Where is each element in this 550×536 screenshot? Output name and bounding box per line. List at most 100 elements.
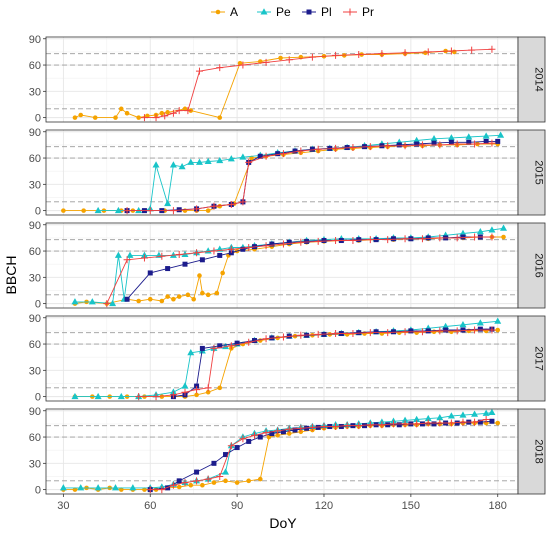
data-point <box>275 151 281 157</box>
data-point <box>210 344 218 352</box>
data-point <box>332 423 340 431</box>
data-point <box>205 389 211 395</box>
data-point <box>240 246 246 252</box>
data-point <box>194 469 200 475</box>
data-point <box>210 247 218 255</box>
data-point <box>482 132 490 139</box>
y-tick-label: 60 <box>29 153 41 165</box>
data-point <box>275 432 280 438</box>
data-point <box>349 144 357 152</box>
data-point <box>494 317 502 324</box>
data-point <box>315 424 321 430</box>
data-point <box>396 142 402 148</box>
data-point <box>314 145 322 153</box>
data-point <box>181 382 189 389</box>
data-point <box>338 424 344 430</box>
data-point <box>171 296 176 302</box>
data-point <box>124 296 130 302</box>
facet-strip <box>517 222 546 309</box>
y-tick-label: 0 <box>35 299 41 311</box>
data-point <box>191 296 196 302</box>
data-point <box>343 422 351 430</box>
series-pr <box>135 326 496 401</box>
panel-2016: 0 30 60 90 2016 <box>29 220 546 311</box>
data-point <box>123 207 131 215</box>
data-point <box>194 383 200 389</box>
data-point <box>356 330 362 336</box>
series-pr <box>103 233 496 308</box>
data-point <box>401 328 409 336</box>
data-point <box>152 393 160 401</box>
data-point <box>114 206 122 214</box>
y-tick-label: 30 <box>29 86 41 98</box>
data-point <box>169 161 177 168</box>
y-tick-label: 90 <box>29 127 41 139</box>
data-point <box>188 482 194 488</box>
data-point <box>297 331 305 339</box>
x-tick-label: 180 <box>489 500 507 512</box>
data-point <box>280 429 286 435</box>
data-point <box>223 478 228 484</box>
data-point <box>459 229 467 237</box>
data-point <box>146 486 154 494</box>
data-point <box>94 392 102 400</box>
data-point <box>471 418 479 426</box>
data-point <box>147 270 153 276</box>
data-point <box>390 236 396 242</box>
data-point <box>103 300 111 308</box>
data-point <box>164 199 172 207</box>
data-point <box>355 422 363 430</box>
data-point <box>234 480 240 485</box>
data-point <box>292 148 298 154</box>
data-point <box>61 208 66 213</box>
panel-2017: 0 30 60 90 2017 <box>29 313 546 404</box>
data-point <box>366 421 374 429</box>
data-point <box>366 329 374 337</box>
data-point <box>488 408 496 416</box>
data-point <box>285 56 293 64</box>
data-point <box>453 327 461 335</box>
data-point <box>176 294 182 299</box>
data-point <box>176 484 182 490</box>
data-point <box>489 418 495 424</box>
y-tick-label: 60 <box>29 339 41 351</box>
panel-2018: 0 30 60 90 2018 <box>29 406 546 497</box>
data-point <box>279 240 287 248</box>
data-point <box>286 239 292 245</box>
data-point <box>71 392 79 400</box>
legend-label: A <box>230 5 238 19</box>
data-point <box>424 414 432 422</box>
data-point <box>447 412 455 419</box>
data-point <box>355 51 363 59</box>
data-point <box>332 237 340 245</box>
y-tick-label: 30 <box>29 272 41 284</box>
data-point <box>454 420 460 426</box>
data-point <box>332 144 340 152</box>
data-point <box>471 140 479 148</box>
data-point <box>193 477 201 485</box>
data-point <box>204 384 212 392</box>
y-axis-title: BBCH <box>3 256 19 295</box>
data-point <box>460 234 466 240</box>
series-pr <box>140 45 496 122</box>
data-point <box>193 205 201 213</box>
data-point <box>314 330 322 338</box>
data-point <box>460 327 466 333</box>
facet-label: 2014 <box>533 67 545 91</box>
data-point <box>109 299 117 307</box>
data-point <box>320 423 328 431</box>
data-point <box>349 237 357 245</box>
data-point <box>249 155 254 161</box>
data-point <box>384 236 392 244</box>
data-point <box>309 146 315 152</box>
data-point <box>217 115 223 120</box>
data-point <box>366 236 374 244</box>
data-point <box>436 327 444 335</box>
data-point <box>239 153 247 160</box>
data-point <box>488 45 496 53</box>
data-point <box>459 411 467 418</box>
data-point <box>297 147 305 155</box>
data-point <box>362 423 368 429</box>
data-point <box>495 138 501 144</box>
data-point <box>453 140 461 148</box>
